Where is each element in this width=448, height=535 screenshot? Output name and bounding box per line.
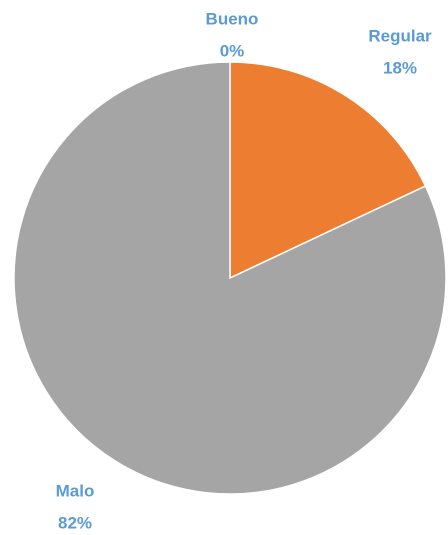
- category-label: Regular: [368, 26, 432, 45]
- pie-slice: [229, 61, 427, 280]
- value-label: 0%: [220, 41, 245, 60]
- value-label: 18%: [383, 58, 417, 77]
- value-label: 82%: [58, 513, 92, 532]
- category-label: Malo: [56, 481, 95, 500]
- category-label: Bueno: [206, 9, 259, 28]
- pie-slice: [13, 61, 447, 495]
